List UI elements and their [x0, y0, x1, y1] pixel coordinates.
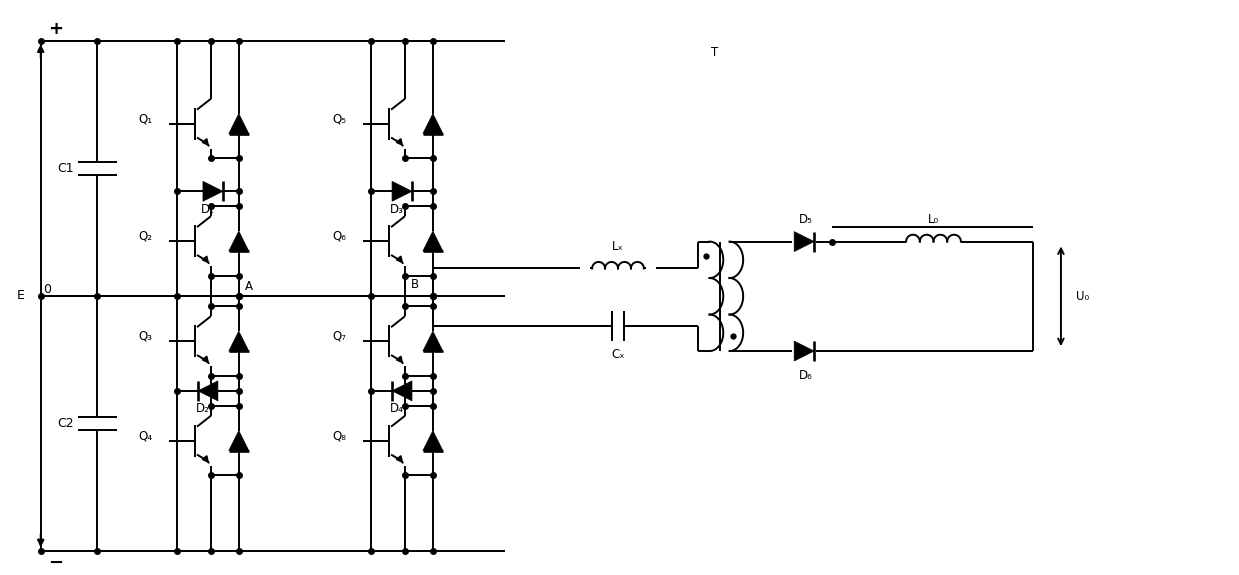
Text: Q₈: Q₈: [332, 429, 346, 442]
Polygon shape: [229, 231, 249, 251]
Text: Q₃: Q₃: [139, 329, 152, 343]
Text: −: −: [48, 554, 63, 572]
Text: E: E: [17, 289, 25, 302]
Text: L₀: L₀: [928, 213, 939, 226]
Polygon shape: [229, 114, 249, 133]
Polygon shape: [229, 331, 249, 351]
Text: Q₄: Q₄: [139, 429, 152, 442]
Polygon shape: [392, 181, 413, 201]
Text: C2: C2: [57, 417, 74, 430]
Text: 0: 0: [42, 283, 51, 296]
Text: +: +: [48, 20, 63, 37]
Text: Q₂: Q₂: [139, 229, 152, 243]
Polygon shape: [422, 231, 442, 251]
Text: Q₆: Q₆: [332, 229, 346, 243]
Polygon shape: [392, 381, 413, 401]
Polygon shape: [794, 341, 814, 361]
Polygon shape: [794, 232, 814, 251]
Text: D₁: D₁: [201, 203, 214, 216]
Text: D₃: D₃: [390, 203, 404, 216]
Text: Q₁: Q₁: [139, 112, 152, 125]
Text: Lₓ: Lₓ: [612, 240, 624, 253]
Text: D₆: D₆: [799, 369, 813, 382]
Text: D₅: D₅: [799, 213, 813, 226]
Text: U₀: U₀: [1077, 290, 1089, 303]
Text: Cₓ: Cₓ: [611, 347, 624, 361]
Text: B: B: [411, 278, 419, 291]
Polygon shape: [422, 331, 442, 351]
Text: T: T: [711, 46, 719, 59]
Polygon shape: [229, 431, 249, 451]
Text: Q₅: Q₅: [332, 112, 347, 125]
Text: Q₇: Q₇: [332, 329, 347, 343]
Polygon shape: [422, 431, 442, 451]
Text: D₄: D₄: [390, 402, 404, 415]
Text: A: A: [245, 280, 253, 293]
Polygon shape: [203, 181, 223, 201]
Polygon shape: [198, 381, 218, 401]
Text: D₂: D₂: [196, 402, 209, 415]
Text: C1: C1: [57, 162, 74, 175]
Polygon shape: [422, 114, 442, 133]
